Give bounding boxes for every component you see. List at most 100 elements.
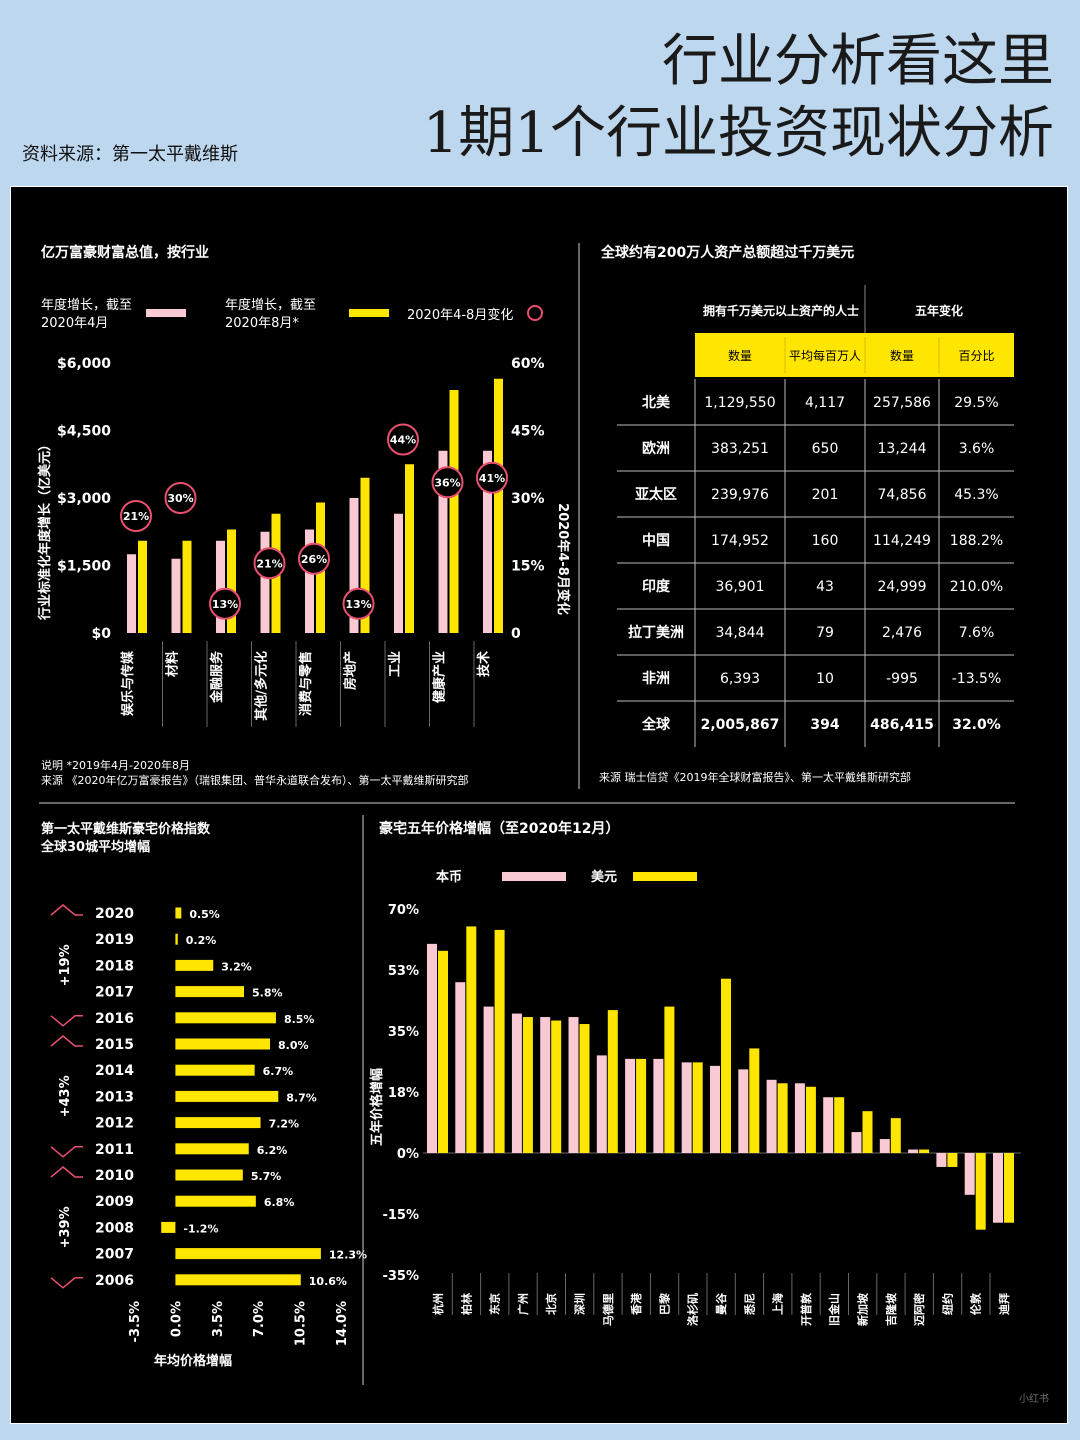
chart3-bar <box>175 986 245 998</box>
chart4-bar-local <box>908 1149 919 1153</box>
table-cell: 486,415 <box>870 717 934 733</box>
chart1-xtick: 房地产 <box>343 651 359 690</box>
chart1-xtick: 消费与零售 <box>298 651 314 716</box>
table-row-label: 拉丁美洲 <box>628 624 684 641</box>
chart4-bar-usd <box>607 1010 618 1153</box>
table-cell: 257,586 <box>873 395 931 411</box>
chart4-xtick: 伦敦 <box>969 1292 983 1315</box>
chart3-year: 2018 <box>95 958 134 974</box>
chart1-ytick-left: $1,500 <box>57 559 111 575</box>
chart4-xtick: 马德里 <box>601 1293 615 1326</box>
table-group-header: 拥有千万美元以上资产的人士 <box>703 303 859 318</box>
chart3-year: 2013 <box>95 1089 134 1105</box>
chart4-bar-local <box>596 1055 607 1153</box>
table-cell: 383,251 <box>711 441 769 457</box>
table-column-header: 百分比 <box>958 349 994 363</box>
chart1-change-circle <box>387 423 419 456</box>
chart4-bar-usd <box>975 1153 986 1230</box>
chart4-ytick: 35% <box>388 1025 419 1040</box>
chart4-xtick: 开普敦 <box>799 1292 813 1326</box>
chart4-xtick: 悉尼 <box>742 1293 756 1316</box>
chart4-bar-local <box>710 1065 720 1153</box>
table-cell: 29.5% <box>954 395 998 411</box>
chart3-value-label: 8.0% <box>278 1039 309 1052</box>
table-column-header: 平均每百万人 <box>789 348 861 363</box>
chart4-title: 豪宅五年价格增幅（至2020年12月） <box>379 820 619 837</box>
chart4-xtick: 新加坡 <box>856 1292 870 1326</box>
table-group-header: 五年变化 <box>915 303 963 318</box>
chart4-bar-local <box>540 1017 551 1153</box>
chart1-legend-yellow-label: 年度增长，截至 <box>225 297 316 313</box>
chart4-bar-usd <box>749 1048 760 1153</box>
chart3-year: 2008 <box>95 1220 134 1236</box>
chart3-bracket-label: +19% <box>58 944 73 986</box>
chart4-bar-local <box>936 1153 947 1167</box>
chart4-bar-local <box>483 1006 494 1153</box>
chart1-bar-apr <box>216 540 225 633</box>
chart4-bar-local <box>738 1069 749 1153</box>
chart3-bar <box>175 1248 321 1260</box>
table-cell: 74,856 <box>878 487 927 503</box>
chart1-change-circle <box>253 547 286 580</box>
table-cell: 201 <box>812 487 839 503</box>
table-cell: 174,952 <box>711 533 769 549</box>
table-cell: 4,117 <box>805 395 845 411</box>
table-cell: 2,005,867 <box>701 717 780 733</box>
header-title-line1: 行业分析看这里 <box>662 29 1054 94</box>
chart4-xtick: 杭州 <box>431 1293 445 1315</box>
chart1-bar-aug <box>449 390 459 633</box>
chart4-ylabel: 五年价格增幅 <box>369 1068 385 1146</box>
chart1-bar-apr <box>260 531 270 633</box>
chart1-xtick: 金融服务 <box>209 650 225 704</box>
chart1-ytick-right: 45% <box>511 424 545 440</box>
chart1-change-circle <box>342 587 375 620</box>
chart3-year: 2014 <box>95 1063 134 1079</box>
chart4-bar-usd <box>947 1153 958 1167</box>
chart3-year: 2010 <box>95 1168 134 1184</box>
chart4-legend-local-swatch <box>502 872 566 881</box>
chart4-ytick: 70% <box>388 903 419 918</box>
chart1-bar-aug <box>227 529 236 633</box>
chart4-bar-usd <box>664 1006 675 1153</box>
chart4-bar-usd <box>721 978 731 1153</box>
chart4-bar-usd <box>551 1020 562 1153</box>
chart1-bar-apr <box>127 554 136 633</box>
chart1-title: 亿万富豪财富总值，按行业 <box>41 244 209 261</box>
chart1-change-label: 30% <box>167 492 193 505</box>
chart1-ytick-right: 15% <box>511 559 545 575</box>
chart4-bar-local <box>964 1153 975 1195</box>
chart3-bar <box>175 1117 261 1129</box>
table-column-header: 数量 <box>890 348 914 363</box>
table-row-label: 非洲 <box>642 670 670 687</box>
chart3-bar <box>175 1038 271 1050</box>
chart3-year: 2019 <box>95 932 134 948</box>
chart4-ytick: 0% <box>397 1147 419 1162</box>
chart1-bar-aug <box>182 540 192 633</box>
chart3-value-label: 8.7% <box>286 1091 317 1104</box>
table-cell: 24,999 <box>878 579 927 595</box>
chart1-bar-apr <box>394 513 403 633</box>
chart3-value-label: 6.7% <box>263 1065 294 1078</box>
chart4-legend-local-label: 本币 <box>436 869 462 885</box>
chart1-change-label: 21% <box>123 510 149 523</box>
chart1-legend-yellow-swatch <box>349 309 389 317</box>
chart4-xtick: 旧金山 <box>827 1293 841 1326</box>
chart4-legend-usd-label: 美元 <box>591 869 617 885</box>
chart4-bar-usd <box>466 926 477 1153</box>
chart3-value-label: 8.5% <box>284 1013 315 1026</box>
chart1-xtick: 其他/多元化 <box>254 651 270 721</box>
chart1-ytick-left: $3,000 <box>57 491 111 507</box>
chart3-value-label: -1.2% <box>183 1222 218 1235</box>
chart3-title: 第一太平戴维斯豪宅价格指数 <box>41 821 211 837</box>
chart3-year: 2012 <box>95 1116 134 1132</box>
table-cell: 32.0% <box>952 717 1001 733</box>
chart1-xtick: 材料 <box>165 651 181 677</box>
chart4-ytick: -35% <box>382 1269 419 1284</box>
chart3-value-label: 3.2% <box>221 960 252 973</box>
chart3-value-label: 12.3% <box>329 1249 367 1262</box>
chart4-bar-usd <box>862 1111 873 1153</box>
table-row-label: 全球 <box>641 716 671 733</box>
chart1-change-circle <box>209 587 241 620</box>
table-column-header: 数量 <box>728 348 752 363</box>
chart4-xtick: 曼谷 <box>714 1292 728 1315</box>
